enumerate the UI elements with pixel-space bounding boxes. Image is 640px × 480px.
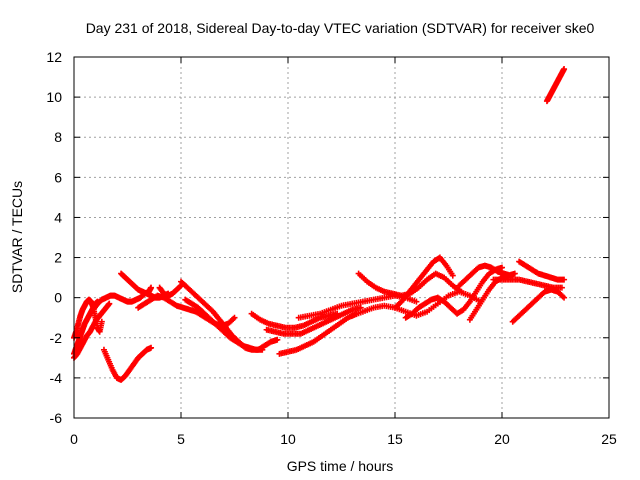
y-tick-label: -6 — [50, 410, 63, 426]
data-point — [148, 344, 155, 351]
data-point — [98, 318, 105, 325]
y-tick-label: 0 — [54, 290, 62, 306]
y-tick-label: 12 — [46, 49, 62, 65]
series-track-17 — [392, 254, 456, 311]
axis-ticks: 0 5 10 15 20 25 -6 -4 -2 0 2 4 6 8 10 12 — [46, 49, 617, 447]
x-axis-label: GPS time / hours — [287, 458, 394, 474]
data-point — [458, 288, 465, 295]
data-point — [511, 270, 518, 277]
x-tick-label: 15 — [387, 431, 403, 447]
x-tick-label: 0 — [70, 431, 78, 447]
data-point — [413, 298, 420, 305]
data-point — [274, 336, 281, 343]
chart-title: Day 231 of 2018, Sidereal Day-to-day VTE… — [86, 20, 595, 36]
series-track-16 — [355, 270, 465, 299]
data-point — [106, 300, 113, 307]
data-point — [558, 284, 565, 291]
data-point — [259, 346, 266, 353]
y-tick-label: 4 — [54, 209, 62, 225]
series-track-24 — [543, 66, 568, 105]
y-tick-label: -4 — [50, 370, 63, 386]
data-point — [561, 66, 568, 73]
data-point — [177, 283, 184, 290]
x-tick-label: 25 — [601, 431, 617, 447]
y-tick-label: 6 — [54, 169, 62, 185]
data-point — [561, 276, 568, 283]
series-track-23 — [490, 276, 565, 291]
data-point — [148, 284, 155, 291]
data-point — [449, 272, 456, 279]
x-tick-label: 20 — [494, 431, 510, 447]
y-tick-label: 10 — [46, 89, 62, 105]
series-track-10 — [182, 296, 266, 353]
data-points — [71, 66, 568, 383]
series-track-13 — [263, 304, 364, 337]
series-track-21 — [516, 258, 568, 283]
data-point — [499, 264, 505, 271]
y-tick-label: -2 — [50, 330, 63, 346]
x-tick-label: 5 — [177, 431, 185, 447]
y-tick-label: 2 — [54, 250, 62, 266]
series-track-9 — [178, 278, 281, 353]
y-axis-label: SDTVAR / TECUs — [9, 181, 25, 293]
plot-frame — [73, 56, 610, 419]
data-point — [561, 294, 568, 301]
series-track-12 — [276, 310, 360, 357]
data-point — [231, 314, 238, 321]
series-track-5 — [100, 344, 155, 383]
y-tick-label: 8 — [54, 129, 62, 145]
x-tick-label: 10 — [280, 431, 296, 447]
grid-lines — [74, 57, 609, 418]
